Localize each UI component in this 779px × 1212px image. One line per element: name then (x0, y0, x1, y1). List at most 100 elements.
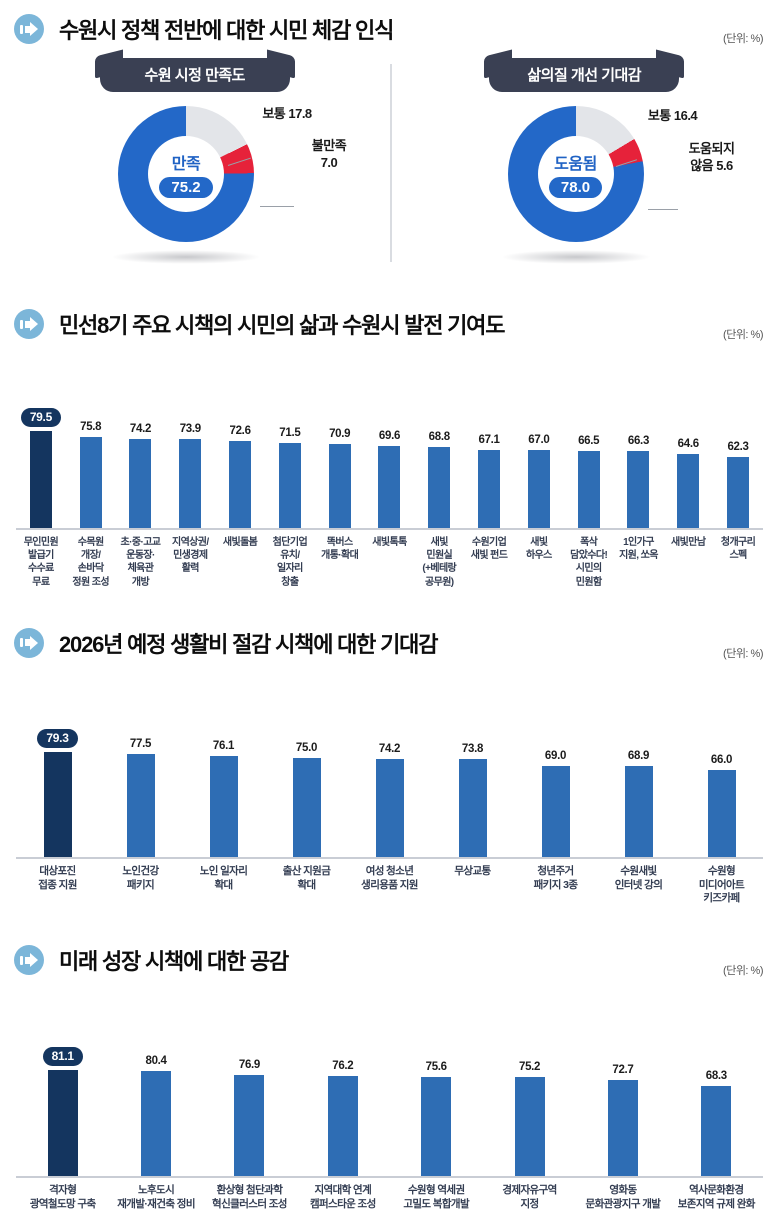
section-arrow-icon (14, 14, 44, 44)
bar-value: 77.5 (130, 738, 151, 750)
bar (48, 1070, 78, 1176)
arrow-bar-icon (20, 25, 23, 34)
bar-item: 66.5 (564, 435, 614, 528)
bar (127, 754, 155, 857)
bar-value: 68.8 (429, 431, 450, 443)
bar-value: 73.9 (180, 423, 201, 435)
bar-category-label: 무인민원 발급기 수수료 무료 (16, 536, 66, 589)
donut-2-center-label: 도움됨 (554, 150, 597, 174)
bar-category-label: 노인 일자리 확대 (182, 865, 265, 907)
bar (701, 1086, 731, 1176)
bar-category-label: 청개구리 스펙 (713, 536, 763, 589)
donut-charts-area: 수원 시정 만족도 만족 75.2 보통 17.8 불만족 7.0 삶의질 개선… (0, 56, 779, 278)
unit-label: (단위: %) (723, 645, 763, 661)
bar-item: 72.7 (576, 1064, 669, 1176)
bar (210, 756, 238, 857)
section-2-header: 민선8기 주요 시책의 시민의 삶과 수원시 발전 기여도 (단위: %) (0, 304, 779, 344)
arrow-bar-icon (20, 320, 23, 329)
bar-category-label: 지역대학 연계 캠퍼스타운 조성 (296, 1184, 389, 1212)
bar-item: 70.9 (315, 428, 365, 528)
bar-item: 79.5 (16, 408, 66, 528)
bar-category-label: 새빛돌봄 (215, 536, 265, 589)
bar-category-label: 1인가구 지원, 쏘옥 (614, 536, 664, 589)
bar-value: 66.0 (711, 754, 732, 766)
bar-value: 68.9 (628, 750, 649, 762)
bar (329, 444, 351, 528)
donut-1-callout-neutral: 보통 17.8 (252, 106, 322, 123)
future-growth-bar-chart: 81.1 80.4 76.9 76.2 75.6 75.2 72.7 68.3 (0, 1030, 779, 1178)
bar-item: 80.4 (109, 1055, 202, 1176)
bar-row: 81.1 80.4 76.9 76.2 75.6 75.2 72.7 68.3 (16, 1030, 763, 1178)
bar-value-badge: 81.1 (43, 1047, 83, 1066)
bar (478, 450, 500, 528)
section-1-title: 수원시 정책 전반에 대한 시민 체감 인식 (59, 13, 393, 45)
bar-value: 73.8 (462, 743, 483, 755)
bar-category-label: 영화동 문화관광지구 개발 (576, 1184, 669, 1212)
bar-category-label: 폭삭 담았수다! 시민의 민원함 (564, 536, 614, 589)
bar-value: 68.3 (706, 1070, 727, 1082)
bar (179, 439, 201, 528)
leader-line (648, 209, 678, 210)
arrow-bar-icon (20, 956, 23, 965)
bar (578, 451, 600, 528)
bar-value: 74.2 (379, 743, 400, 755)
bar (627, 451, 649, 528)
bar-value: 75.0 (296, 742, 317, 754)
bar-value: 75.6 (426, 1061, 447, 1073)
donut-1-center: 만족 75.2 (148, 136, 224, 212)
bar-item: 75.0 (265, 742, 348, 857)
bar (293, 758, 321, 857)
bar-item: 68.3 (670, 1070, 763, 1176)
unit-label: (단위: %) (723, 30, 763, 46)
bar-item: 73.9 (165, 423, 215, 528)
bar-item: 69.6 (365, 430, 415, 528)
bar-category-label: 청년주거 패키지 3종 (514, 865, 597, 907)
bar (421, 1077, 451, 1176)
bar-category-label: 새빛 하우스 (514, 536, 564, 589)
bar (44, 752, 72, 857)
bar-item: 76.9 (203, 1059, 296, 1176)
bar-item: 73.8 (431, 743, 514, 857)
bar (378, 446, 400, 528)
bar-category-label: 무상교통 (431, 865, 514, 907)
bar-item: 75.2 (483, 1061, 576, 1176)
bar-value: 80.4 (145, 1055, 166, 1067)
bar-value: 67.0 (528, 434, 549, 446)
section-2-title: 민선8기 주요 시책의 시민의 삶과 수원시 발전 기여도 (59, 308, 504, 340)
section-4-title: 미래 성장 시책에 대한 공감 (59, 944, 288, 976)
bar-value: 72.6 (229, 425, 250, 437)
bar-item: 67.0 (514, 434, 564, 528)
expectation-donut-panel: 삶의질 개선 기대감 도움됨 78.0 보통 16.4 도움되지 않음 5.6 (390, 56, 779, 278)
arrow-head-icon (30, 953, 38, 967)
bar-value: 75.2 (519, 1061, 540, 1073)
bar-value: 76.9 (239, 1059, 260, 1071)
bar-item: 62.3 (713, 441, 763, 528)
bar-category-label: 새빛만남 (663, 536, 713, 589)
bar-category-label: 경제자유구역 지정 (483, 1184, 576, 1212)
bar (708, 770, 736, 857)
satisfaction-donut-panel: 수원 시정 만족도 만족 75.2 보통 17.8 불만족 7.0 (0, 56, 390, 278)
donut-1-center-label: 만족 (172, 150, 200, 174)
donut-1-header-ribbon: 수원 시정 만족도 (100, 58, 290, 92)
bar-value: 70.9 (329, 428, 350, 440)
bar (542, 766, 570, 857)
bar-category-label: 노후도시 재개발·재건축 정비 (109, 1184, 202, 1212)
bar (727, 457, 749, 528)
bar (279, 443, 301, 528)
bar-category-label: 지역상권/ 민생경제 활력 (165, 536, 215, 589)
section-arrow-icon (14, 628, 44, 658)
bar-item: 71.5 (265, 427, 315, 528)
bar-value: 76.2 (332, 1060, 353, 1072)
bar-value: 66.5 (578, 435, 599, 447)
section-4-header: 미래 성장 시책에 대한 공감 (단위: %) (0, 940, 779, 980)
bar-item: 76.2 (296, 1060, 389, 1176)
bar-item: 74.2 (116, 423, 166, 528)
donut-2-reflection (501, 250, 651, 264)
bar-category-label: 출산 지원금 확대 (265, 865, 348, 907)
bar-item: 75.8 (66, 421, 116, 528)
bar-value: 69.0 (545, 750, 566, 762)
